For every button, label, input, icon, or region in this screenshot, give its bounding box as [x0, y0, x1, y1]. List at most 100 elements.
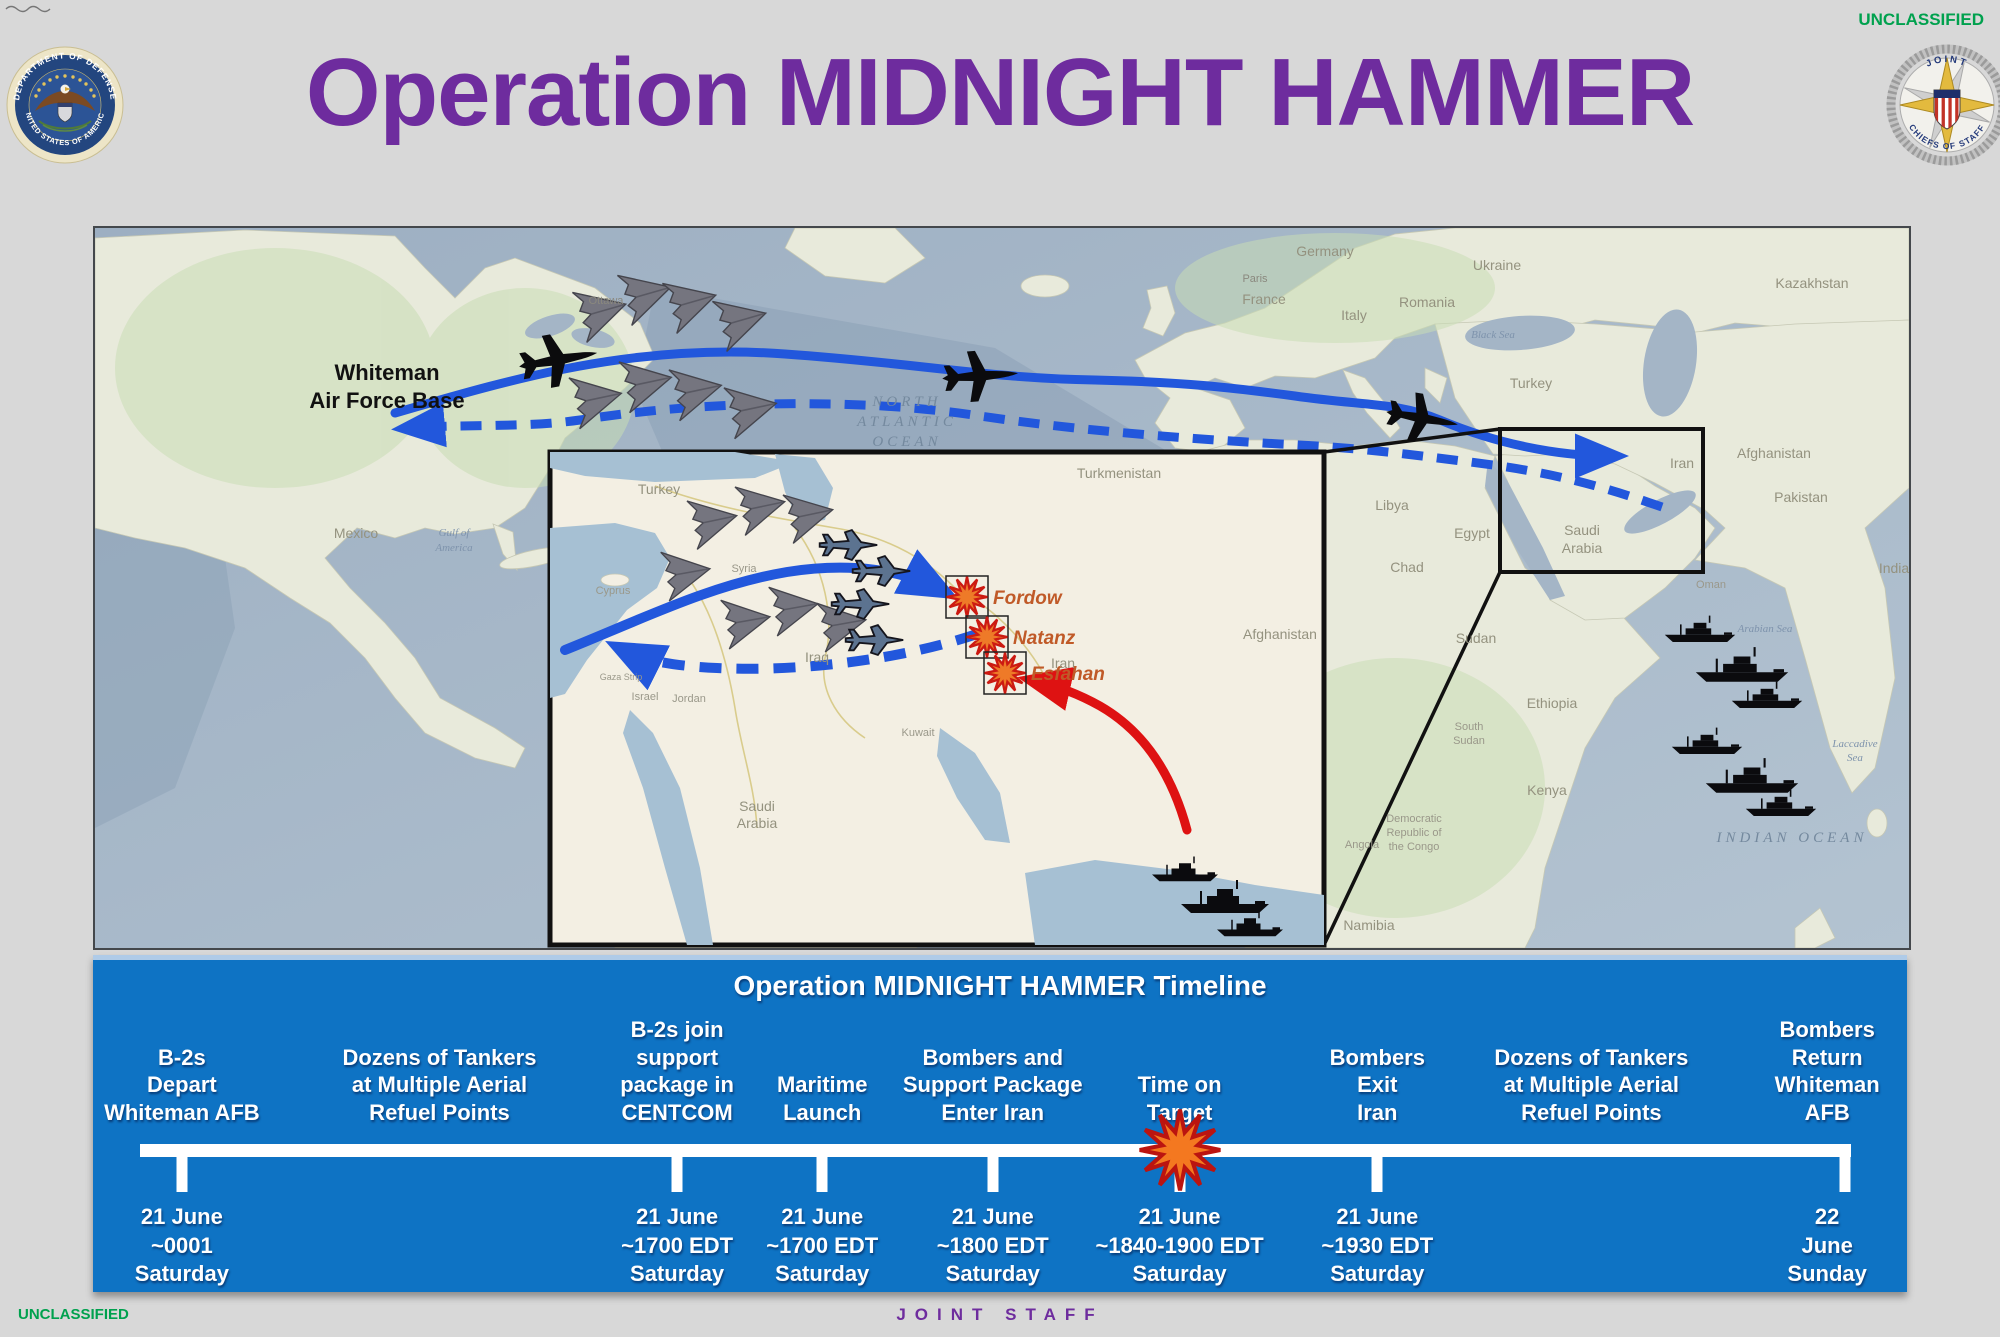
target-esfahan — [983, 651, 1027, 695]
event-label-exit-iran: Bombers Exit Iran — [1329, 1044, 1425, 1125]
map-label-south-sudan-2: Sudan — [1453, 735, 1485, 747]
timeline-tick-2 — [671, 1144, 683, 1192]
inset-label-syria: Syria — [731, 563, 757, 575]
map-label-india: India — [1879, 560, 1909, 576]
target-natanz — [965, 615, 1009, 659]
inset-map: Fordow Natanz Esfahan Turkey Syria Cypru… — [547, 449, 1327, 948]
map-label-chad: Chad — [1390, 559, 1423, 575]
map-label-germany: Germany — [1296, 243, 1354, 259]
base-label-line1: Whiteman — [334, 360, 439, 385]
route-return — [391, 399, 1664, 512]
map-label-mexico: Mexico — [334, 525, 379, 541]
event-date-b2s-depart: 21 June ~0001 Saturday — [134, 1204, 229, 1287]
map-label-gulf-1: Gulf of — [439, 527, 472, 539]
inset-label-iraq: Iraq — [805, 649, 829, 665]
map-label-kazakhstan: Kazakhstan — [1775, 275, 1848, 291]
event-date-b2s-join: 21 June ~1700 EDT Saturday — [621, 1204, 734, 1287]
map-label-ethiopia: Ethiopia — [1527, 695, 1578, 711]
timeline-events: B-2s Depart Whiteman AFB Dozens of Tanke… — [93, 1006, 1907, 1126]
map-label-saudi-2: Arabia — [1562, 540, 1603, 556]
map-label-saudi-1: Saudi — [1564, 522, 1600, 538]
event-date-bombers-return: 22 June Sunday — [1787, 1204, 1867, 1287]
event-label-tankers-2: Dozens of Tankers at Multiple Aerial Ref… — [1494, 1044, 1689, 1125]
timeline-panel: Operation MIDNIGHT HAMMER Timeline B-2s … — [93, 955, 1907, 1292]
target-fordow — [945, 575, 989, 619]
map-label-drc-1: Democratic — [1386, 813, 1442, 825]
inset-label-turkey: Turkey — [638, 481, 680, 497]
corner-artifact — [5, 5, 51, 13]
map-label-laccadive-1: Laccadive — [1831, 738, 1877, 750]
map-label-laccadive-2: Sea — [1847, 752, 1863, 764]
operations-map-panel: Fordow Natanz Esfahan Turkey Syria Cypru… — [93, 226, 1911, 950]
map-label-drc-2: Republic of — [1386, 827, 1442, 839]
page-title: Operation MIDNIGHT HAMMER — [305, 39, 1695, 146]
map-label-pakistan: Pakistan — [1774, 489, 1828, 505]
map-label-angola: Angola — [1345, 839, 1380, 851]
inset-label-afghanistan: Afghanistan — [1243, 626, 1317, 642]
map-label-atlantic-3: OCEAN — [872, 434, 941, 450]
source-region-box — [1498, 427, 1705, 574]
inland-waters — [525, 309, 1698, 600]
event-label-maritime-launch: Maritime Launch — [776, 1072, 868, 1125]
map-label-ukraine: Ukraine — [1473, 257, 1521, 273]
classification-banner-bottom: UNCLASSIFIED — [18, 1306, 129, 1323]
inset-label-saudi-1: Saudi — [739, 798, 775, 814]
event-label-b2s-join: B-2s join support package in CENTCOM — [620, 1017, 734, 1125]
inset-label-kuwait: Kuwait — [901, 727, 934, 739]
map-label-iran: Iran — [1670, 455, 1694, 471]
jcs-seal-arc-top: JOINT — [1924, 54, 1967, 70]
target-label-esfahan: Esfahan — [1031, 664, 1105, 685]
callout-line-bottom — [1322, 571, 1502, 946]
map-label-sudan: Sudan — [1456, 630, 1496, 646]
map-label-oman: Oman — [1696, 579, 1726, 591]
target-label-fordow: Fordow — [993, 588, 1063, 609]
inset-label-saudi-2: Arabia — [737, 815, 778, 831]
map-label-drc-3: the Congo — [1389, 841, 1440, 853]
inset-label-iran: Iran — [1051, 655, 1075, 671]
map-label-namibia: Namibia — [1343, 917, 1395, 933]
timeline-tick-1 — [176, 1144, 188, 1192]
map-label-turkey: Turkey — [1510, 375, 1552, 391]
map-label-arabian-sea: Arabian Sea — [1737, 623, 1793, 635]
map-label-gulf-2: America — [434, 542, 473, 554]
map-label-atlantic-2: ATLANTIC — [856, 414, 957, 430]
eagle-icon — [35, 84, 95, 132]
classification-banner-top: UNCLASSIFIED — [1858, 10, 1984, 29]
map-label-france: France — [1242, 291, 1286, 307]
event-label-b2s-depart: B-2s Depart Whiteman AFB — [104, 1044, 260, 1125]
time-on-target-burst-icon — [1130, 1100, 1230, 1200]
joint-staff-footer: JOINT STAFF — [896, 1305, 1104, 1324]
inset-label-jordan: Jordan — [672, 693, 706, 705]
map-label-italy: Italy — [1341, 307, 1367, 323]
inset-missile-route — [1017, 666, 1192, 835]
map-label-afghanistan: Afghanistan — [1737, 445, 1811, 461]
map-label-south-sudan-1: South — [1455, 721, 1484, 733]
inset-label-gaza: Gaza Strip — [600, 672, 643, 682]
timeline-tick-4 — [987, 1144, 999, 1192]
event-date-exit-iran: 21 June ~1930 EDT Saturday — [1321, 1204, 1434, 1287]
map-label-ottawa: Ottawa — [589, 295, 625, 307]
map-label-libya: Libya — [1375, 497, 1409, 513]
base-label-line2: Air Force Base — [309, 388, 464, 413]
event-label-bombers-return: Bombers Return Whiteman AFB — [1774, 1017, 1880, 1125]
timeline-title: Operation MIDNIGHT HAMMER Timeline — [733, 970, 1267, 1001]
event-label-enter-iran: Bombers and Support Package Enter Iran — [902, 1044, 1083, 1125]
map-label-paris: Paris — [1242, 273, 1268, 285]
event-date-enter-iran: 21 June ~1800 EDT Saturday — [936, 1204, 1049, 1287]
map-label-indian-ocean: INDIAN OCEAN — [1716, 830, 1868, 846]
inset-label-cyprus: Cyprus — [596, 585, 631, 597]
event-date-maritime-launch: 21 June ~1700 EDT Saturday — [766, 1204, 879, 1287]
map-label-atlantic-1: NORTH — [871, 394, 941, 410]
target-label-natanz: Natanz — [1013, 628, 1076, 649]
event-label-tankers-1: Dozens of Tankers at Multiple Aerial Ref… — [342, 1044, 537, 1125]
dod-seal: DEPARTMENT OF DEFENSE UNITED STATES OF A… — [6, 46, 124, 164]
jcs-seal: JOINT CHIEFS OF STAFF — [1886, 44, 2000, 166]
world-map-svg: Fordow Natanz Esfahan Turkey Syria Cypru… — [94, 227, 1910, 949]
inset-label-israel: Israel — [632, 691, 659, 703]
shield-icon — [1933, 89, 1961, 130]
inset-route-return — [605, 629, 979, 691]
timeline-tick-7 — [1839, 1144, 1851, 1192]
map-label-black-sea: Black Sea — [1471, 329, 1515, 341]
svg-text:JOINT: JOINT — [1924, 54, 1969, 70]
